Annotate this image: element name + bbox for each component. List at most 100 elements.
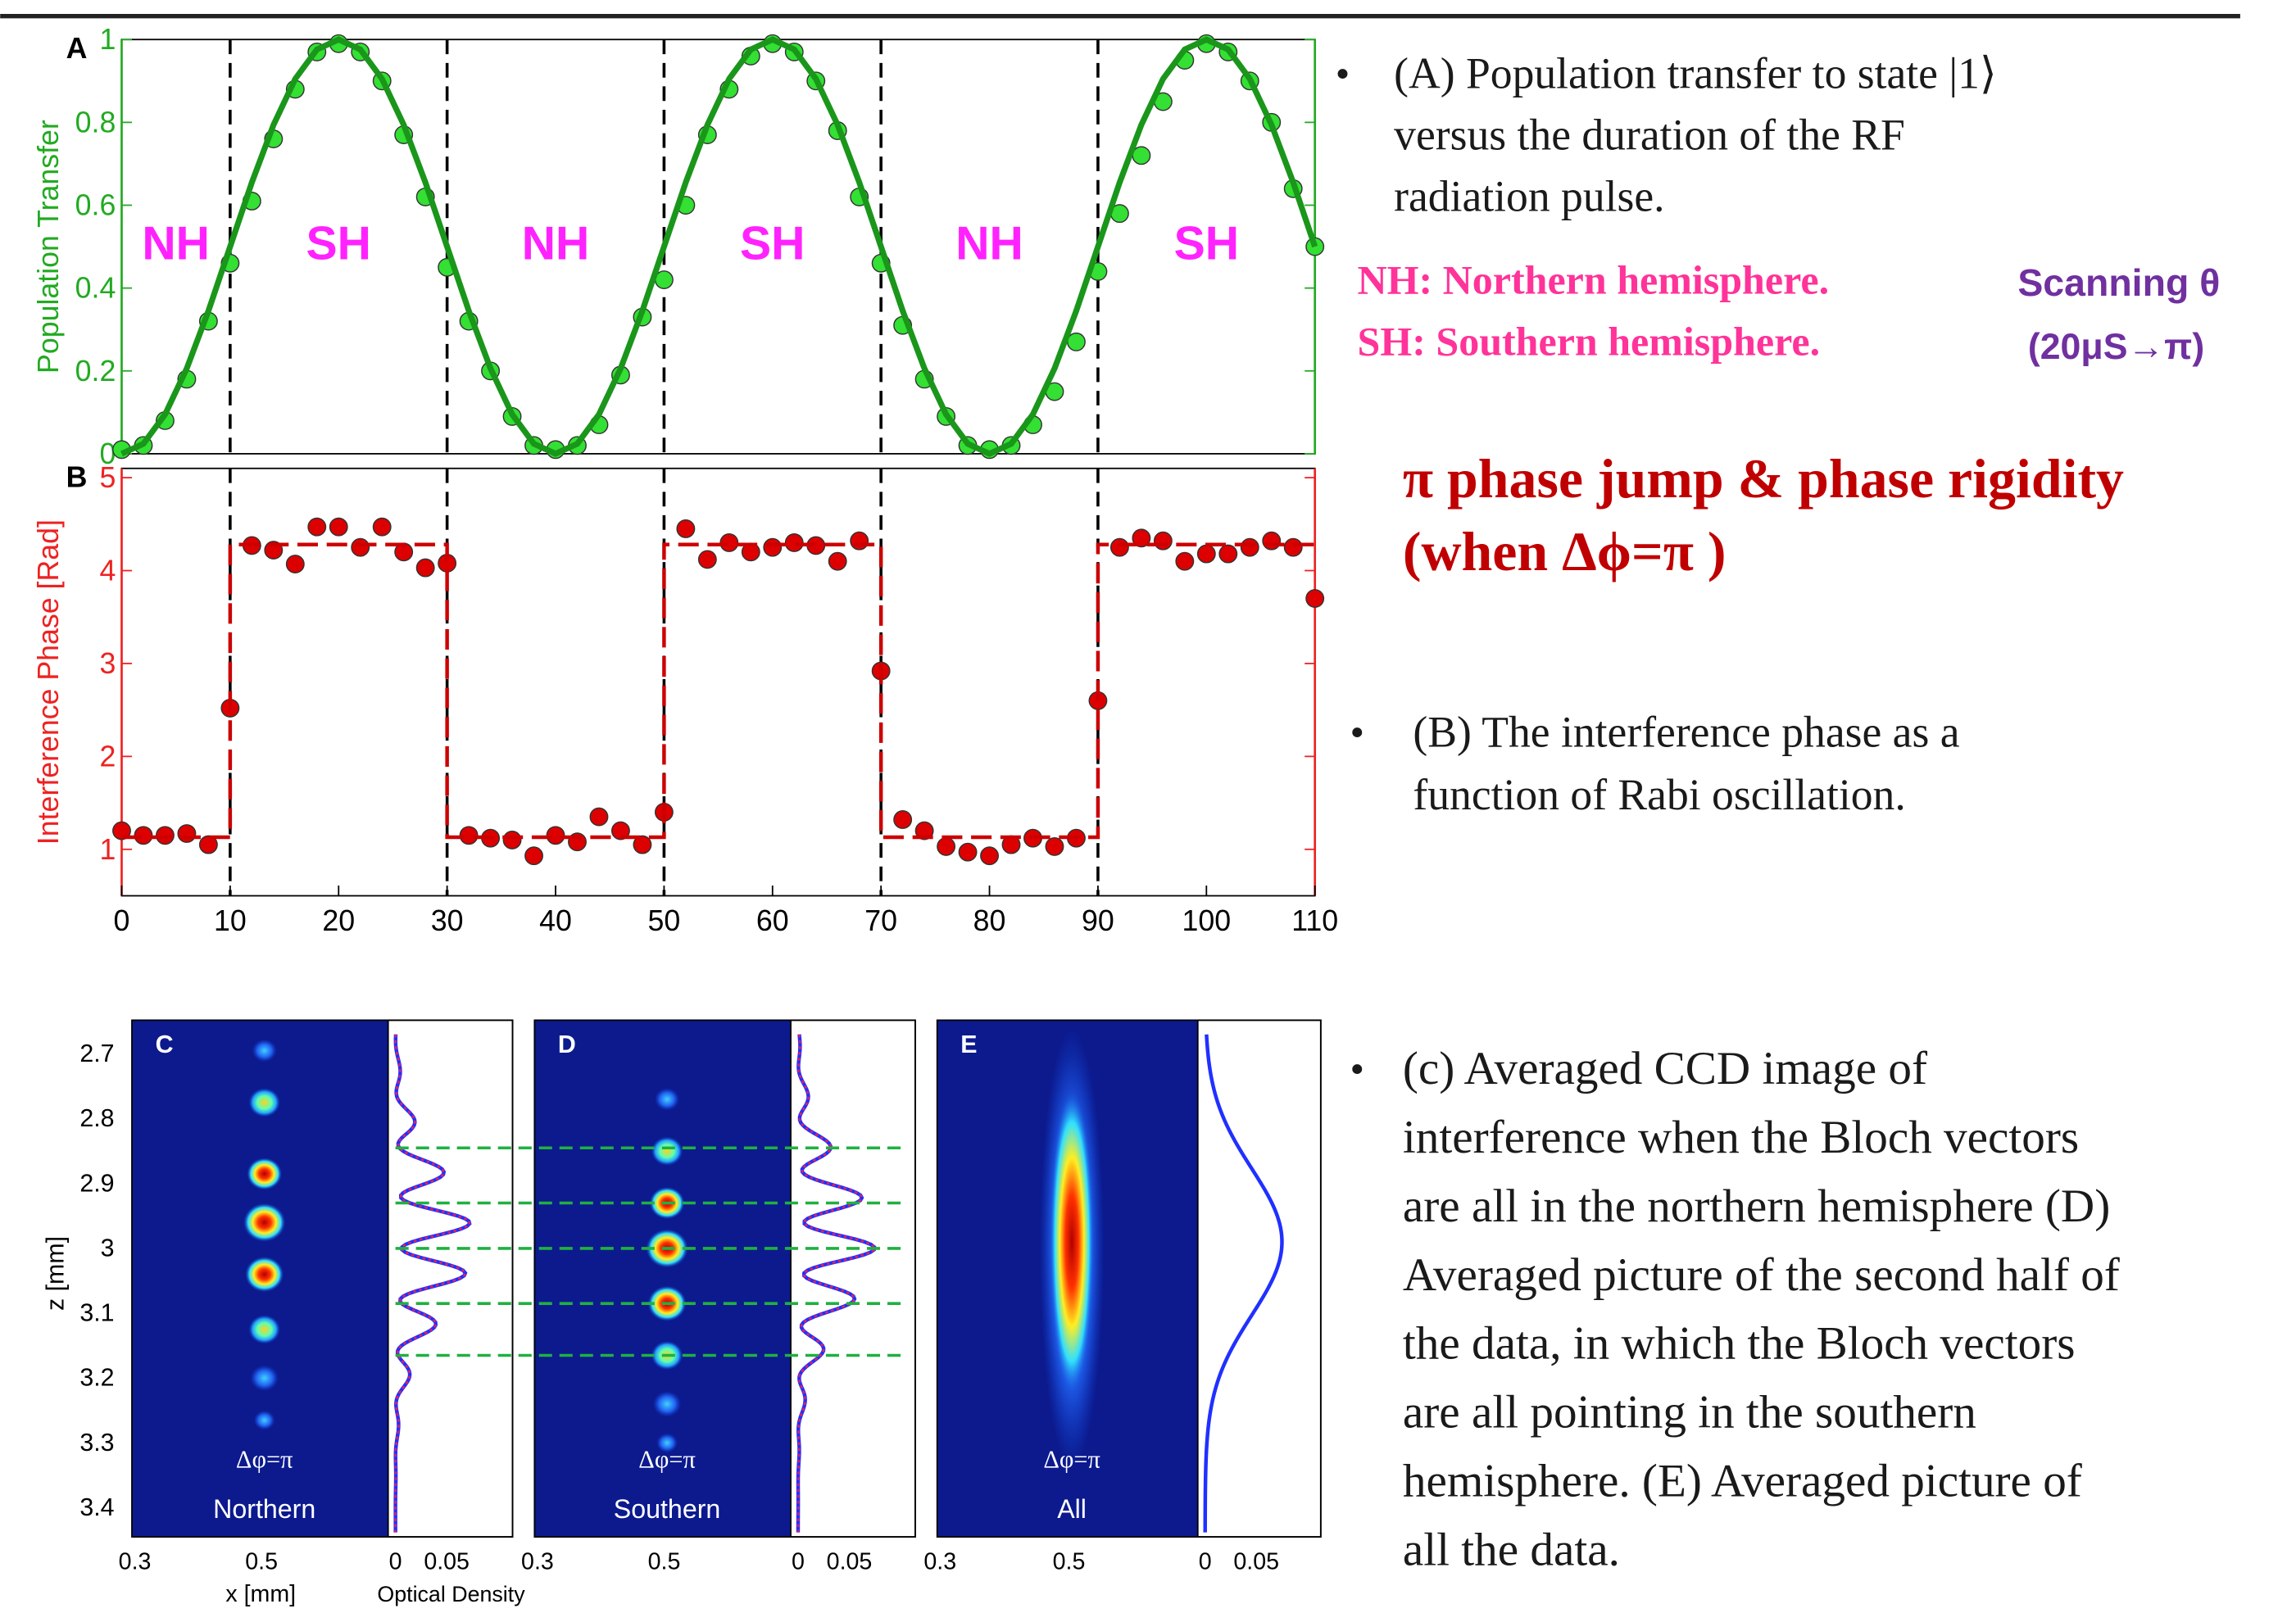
body-text: Averaged picture of the second half of: [1403, 1249, 2121, 1301]
fringe-spot: [655, 1088, 679, 1111]
od-tick-label: 0.05: [827, 1548, 873, 1574]
data-point: [894, 811, 911, 828]
body-text: (A) Population transfer to state |1⟩: [1394, 48, 1997, 97]
fringe-spot: [651, 1137, 683, 1166]
x-tick-label: 80: [973, 904, 1006, 937]
fringe-spot: [248, 1088, 280, 1117]
data-point: [828, 552, 846, 569]
data-point: [503, 831, 520, 849]
body-text: function of Rabi oscillation.: [1413, 770, 1905, 819]
fit-line: [121, 545, 1314, 837]
data-point: [373, 518, 390, 535]
data-point: [959, 843, 976, 860]
x-tick-label: 110: [1291, 904, 1338, 937]
data-point: [937, 838, 955, 855]
panel-letter: B: [66, 460, 88, 493]
od-tick-label: 0: [389, 1548, 402, 1574]
data-point: [1155, 532, 1172, 550]
data-point: [1241, 538, 1259, 555]
z-tick-label: 2.9: [79, 1170, 114, 1197]
panel-note: Δφ=π: [638, 1445, 696, 1473]
data-point: [590, 808, 607, 825]
fringe-spot: [248, 1315, 280, 1343]
panel-letter: D: [558, 1031, 576, 1058]
panel-label: Northern: [213, 1494, 315, 1524]
body-text: (B) The interference phase as a: [1413, 707, 1959, 756]
body-text: all the data.: [1403, 1525, 1620, 1576]
x-tick-label: 90: [1082, 904, 1114, 937]
body-text: interference when the Bloch vectors: [1403, 1112, 2079, 1163]
x-axis-label: x [mm]: [225, 1581, 296, 1607]
x-tick-label: 30: [431, 904, 464, 937]
body-text: SH: Southern hemisphere.: [1358, 318, 1821, 364]
cloud-core: [1050, 1088, 1094, 1395]
body-text: are all pointing in the southern: [1403, 1387, 1976, 1439]
body-text: NH: Northern hemisphere.: [1358, 256, 1830, 302]
z-tick-label: 3.3: [79, 1429, 114, 1457]
data-point: [1111, 538, 1128, 555]
body-text: the data, in which the Bloch vectors: [1403, 1318, 2076, 1370]
data-point: [547, 827, 564, 844]
profile-box: [388, 1020, 513, 1537]
fringe-spot: [251, 1366, 279, 1391]
x-tick-label: 0.3: [521, 1548, 554, 1574]
data-point: [308, 518, 325, 535]
data-point: [981, 847, 998, 864]
z-tick-label: 2.8: [79, 1105, 114, 1132]
data-point: [720, 534, 737, 551]
y-axis-label: Interference Phase [Rad]: [32, 519, 65, 845]
region-label: SH: [740, 217, 805, 270]
data-point: [851, 532, 868, 550]
data-point: [786, 534, 803, 551]
x-tick-label: 70: [864, 904, 897, 937]
x-tick-label: 0.3: [923, 1548, 956, 1574]
x-tick-label: 0.3: [119, 1548, 152, 1574]
z-axis-label: z [mm]: [43, 1236, 70, 1311]
body-text: •: [1336, 50, 1350, 96]
fringe-spot: [245, 1257, 284, 1292]
y-tick-label: 2: [99, 740, 116, 773]
slide: APopulation Transfer00.20.40.60.81NHSHNH…: [0, 0, 2296, 1613]
data-point: [1219, 545, 1236, 562]
region-label: NH: [955, 217, 1023, 270]
x-tick-label: 50: [648, 904, 681, 937]
data-point: [460, 827, 477, 844]
fit-line: [121, 39, 1314, 454]
body-text: (when Δϕ=π ): [1403, 521, 1727, 582]
data-point: [178, 825, 195, 842]
panel-label: Southern: [614, 1494, 721, 1524]
x-tick-label: 0.5: [245, 1548, 278, 1574]
y-tick-label: 0.2: [75, 355, 116, 387]
data-point: [1046, 838, 1063, 855]
fringe-spot: [254, 1411, 275, 1430]
data-point: [1284, 538, 1301, 555]
data-point: [1198, 545, 1215, 562]
data-point: [330, 518, 347, 535]
body-text: •: [1350, 1045, 1365, 1091]
fringe-spot: [247, 1158, 282, 1189]
y-tick-label: 5: [99, 461, 116, 494]
x-tick-label: 0: [114, 904, 130, 937]
data-point: [1068, 333, 1085, 351]
y-tick-label: 0.8: [75, 106, 116, 138]
data-point: [287, 555, 304, 573]
scan-label: Scanning θ: [2017, 261, 2220, 304]
z-tick-label: 3: [101, 1235, 115, 1262]
z-tick-label: 3.1: [79, 1300, 114, 1327]
panel-label: All: [1057, 1494, 1087, 1524]
y-tick-label: 3: [99, 647, 116, 680]
data-point: [157, 827, 174, 844]
region-label: SH: [1174, 217, 1239, 270]
panel-letter: C: [156, 1031, 174, 1058]
data-point: [525, 847, 542, 864]
x-tick-label: 40: [539, 904, 572, 937]
panel-note: Δφ=π: [236, 1445, 293, 1473]
data-point: [416, 559, 433, 576]
data-point: [134, 827, 152, 844]
y-tick-label: 1: [99, 833, 116, 866]
data-point: [1176, 552, 1193, 569]
region-label: NH: [522, 217, 590, 270]
x-tick-label: 0.5: [1053, 1548, 1086, 1574]
z-tick-label: 2.7: [79, 1040, 114, 1067]
data-point: [352, 538, 369, 555]
